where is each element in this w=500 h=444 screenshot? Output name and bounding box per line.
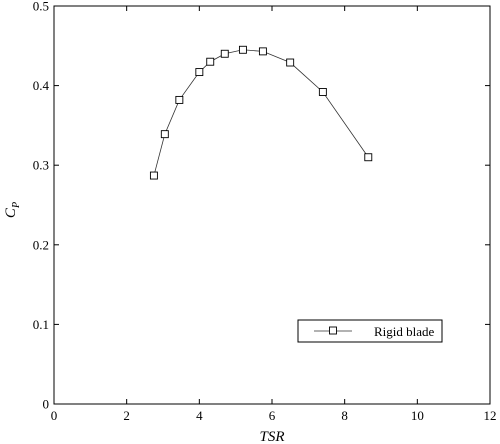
x-axis-label: TSR xyxy=(259,429,284,444)
x-tick-label: 6 xyxy=(269,408,276,423)
y-axis-label-main: C xyxy=(3,207,19,218)
legend: Rigid blade xyxy=(297,319,443,343)
x-tick-label: 8 xyxy=(341,408,348,423)
series-layer xyxy=(149,45,373,180)
data-point-marker xyxy=(238,45,247,54)
data-point-marker xyxy=(258,47,267,56)
data-point-marker xyxy=(195,68,204,77)
legend-box xyxy=(297,319,443,343)
y-tick-label: 0 xyxy=(43,397,50,412)
data-point-marker xyxy=(206,57,215,66)
x-tick-label: 12 xyxy=(484,408,497,423)
plot-area xyxy=(53,5,491,405)
y-axis-label-sub: P xyxy=(11,202,22,209)
y-axis-ticks: 0 0.1 0.2 0.3 0.4 0.5 xyxy=(33,0,490,412)
data-point-marker xyxy=(175,95,184,104)
svg-text:CP: CP xyxy=(3,202,22,218)
data-point-marker xyxy=(149,171,158,180)
x-tick-label: 4 xyxy=(196,408,203,423)
y-tick-label: 0.5 xyxy=(33,0,49,14)
data-point-marker xyxy=(220,49,229,58)
x-axis-ticks: 0 2 4 6 8 10 12 xyxy=(51,6,497,423)
data-point-marker xyxy=(286,58,295,67)
data-point-marker xyxy=(160,130,169,139)
y-tick-label: 0.4 xyxy=(33,78,50,93)
y-axis-label: CP xyxy=(3,202,22,218)
legend-marker xyxy=(329,326,337,335)
y-tick-label: 0.2 xyxy=(33,237,49,252)
x-tick-label: 2 xyxy=(123,408,130,423)
data-point-marker xyxy=(318,88,327,96)
x-tick-label: 10 xyxy=(411,408,424,423)
legend-label: Rigid blade xyxy=(374,324,435,339)
series-line xyxy=(153,49,369,176)
y-tick-label: 0.3 xyxy=(33,158,49,173)
y-tick-label: 0.1 xyxy=(33,317,49,332)
x-tick-label: 0 xyxy=(51,408,58,423)
data-point-marker xyxy=(364,153,373,162)
